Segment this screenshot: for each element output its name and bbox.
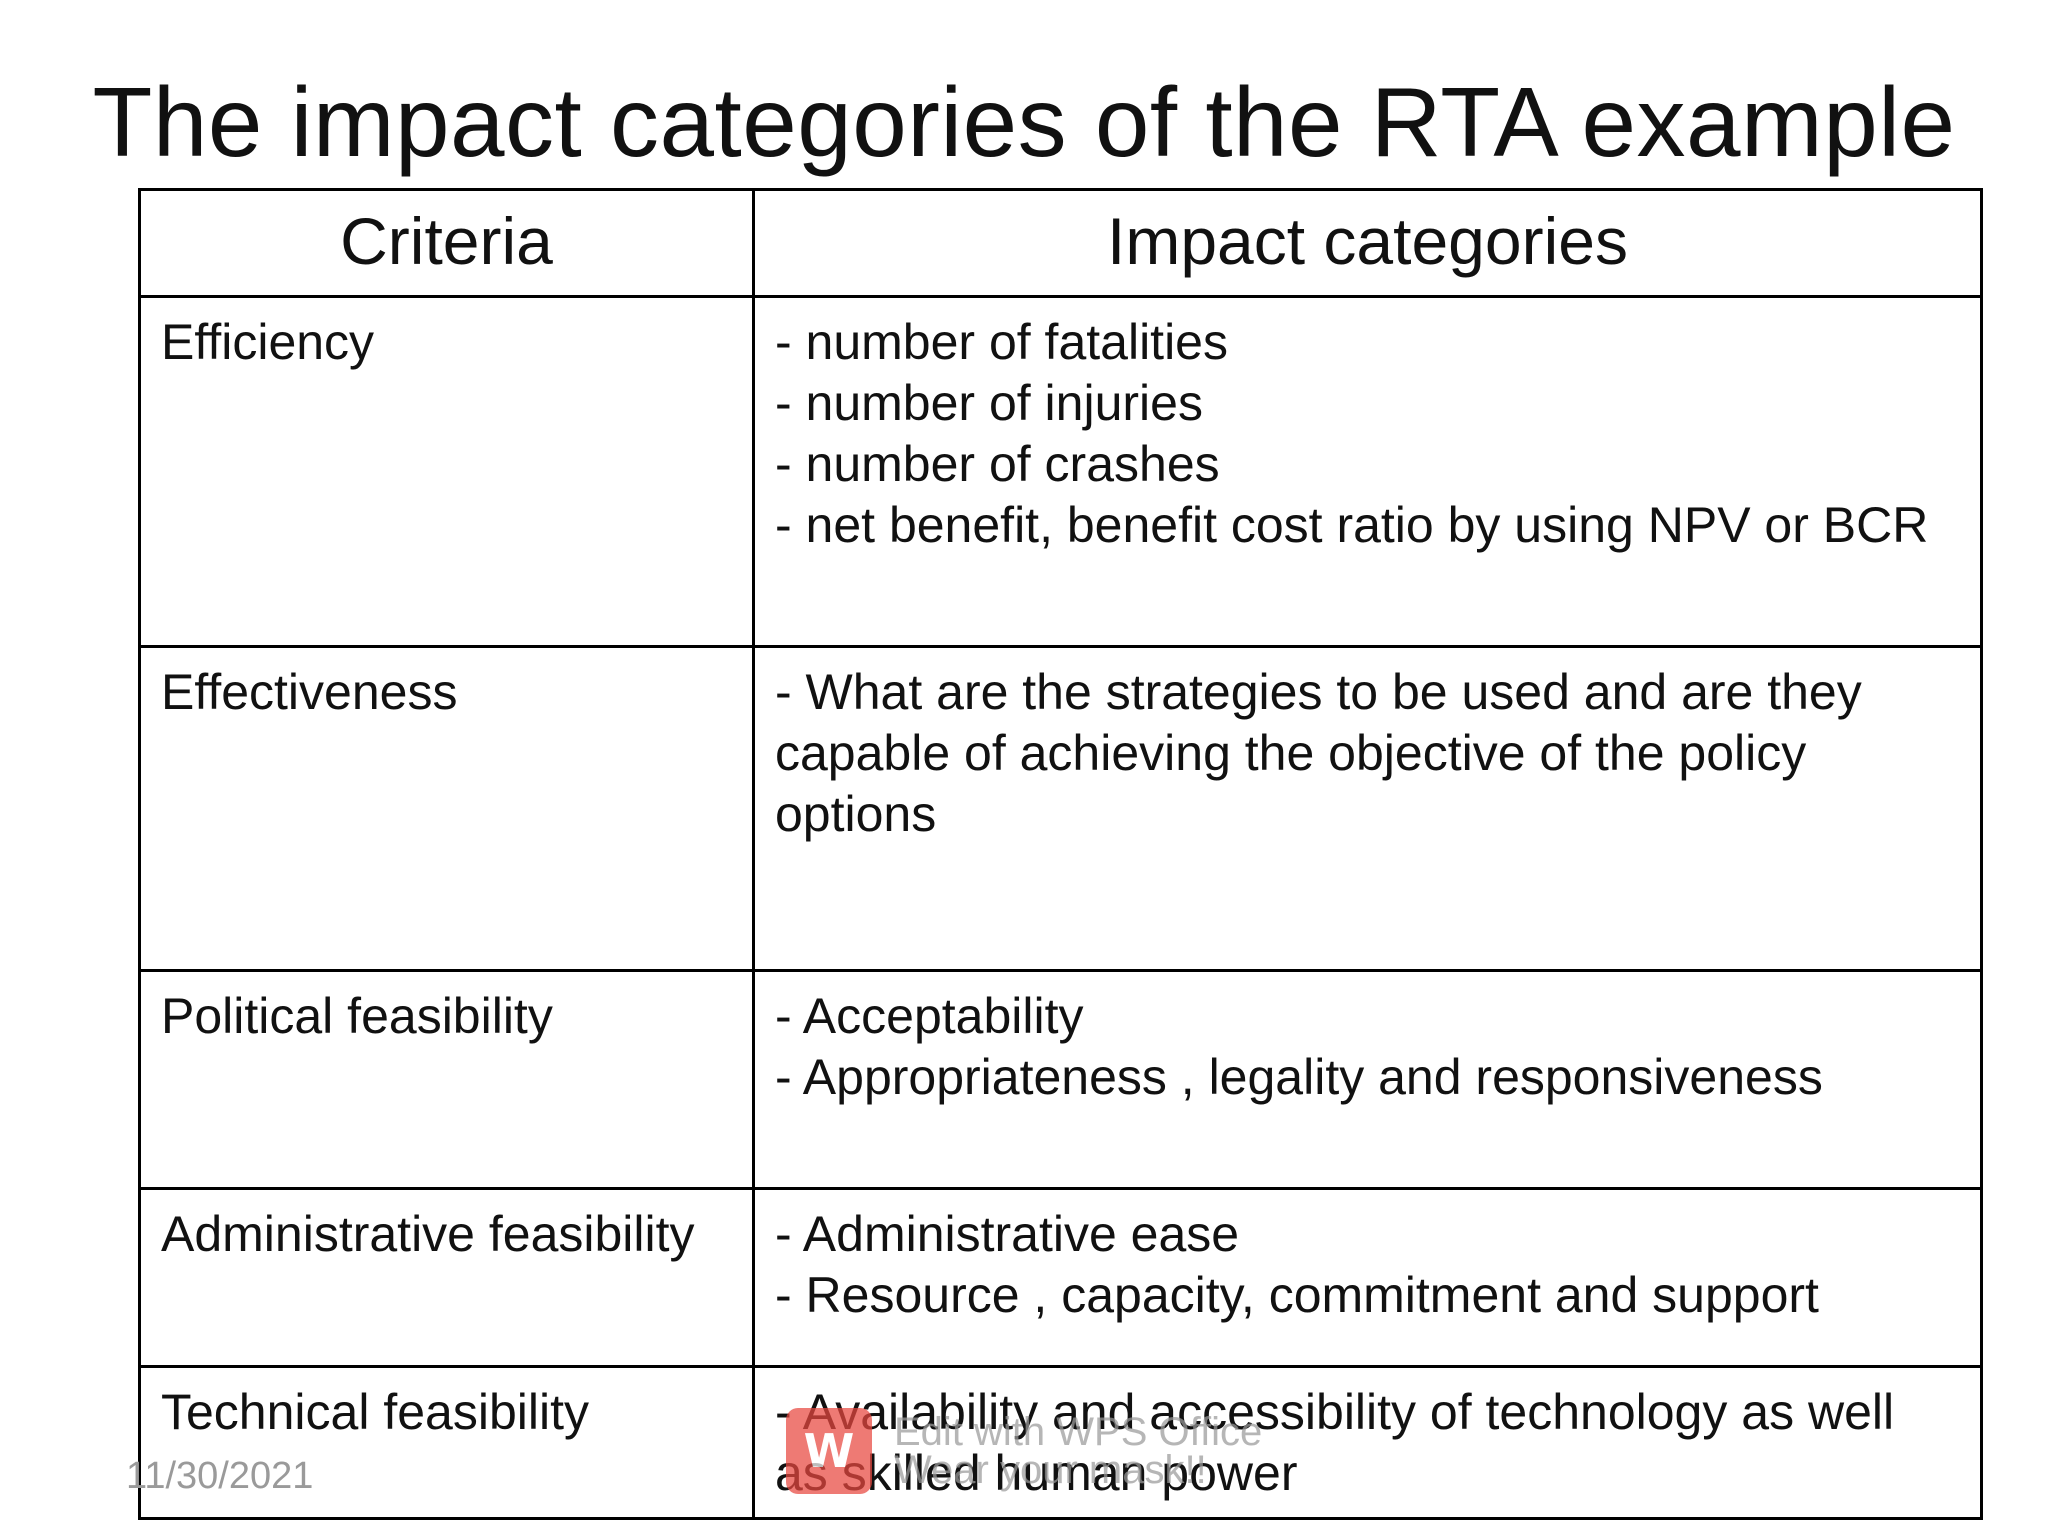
impact-categories-table: Criteria Impact categories Efficiency - … — [138, 188, 1983, 1520]
impact-cell: - Administrative ease - Resource , capac… — [752, 1187, 1983, 1368]
table-row-efficiency: Efficiency - number of fatalities - numb… — [138, 295, 1983, 648]
header-impact-categories: Impact categories — [752, 188, 1983, 298]
impact-cell: - Acceptability - Appropriateness , lega… — [752, 969, 1983, 1190]
impact-item: - What are the strategies to be used and… — [775, 664, 1862, 842]
watermark-text: Edit with WPS Office Wear your mask!! — [894, 1410, 1263, 1492]
impact-item: - Acceptability — [775, 988, 1084, 1044]
impact-item: - number of injuries — [775, 375, 1203, 431]
criteria-cell: Efficiency — [138, 295, 755, 648]
criteria-cell: Effectiveness — [138, 645, 755, 972]
impact-item: - Appropriateness , legality and respons… — [775, 1049, 1823, 1105]
slide-date: 11/30/2021 — [126, 1455, 314, 1497]
table-row-political-feasibility: Political feasibility - Acceptability - … — [138, 969, 1983, 1190]
impact-item: - number of fatalities — [775, 314, 1228, 370]
table-row-effectiveness: Effectiveness - What are the strategies … — [138, 645, 1983, 972]
table-header-row: Criteria Impact categories — [138, 188, 1983, 298]
table-row-administrative-feasibility: Administrative feasibility - Administrat… — [138, 1187, 1983, 1368]
criteria-cell: Political feasibility — [138, 969, 755, 1190]
impact-item: - Resource , capacity, commitment and su… — [775, 1267, 1819, 1323]
slide-title: The impact categories of the RTA example — [92, 67, 1956, 177]
impact-cell: - number of fatalities - number of injur… — [752, 295, 1983, 648]
header-criteria: Criteria — [138, 188, 755, 298]
wps-office-logo-icon: W — [786, 1408, 872, 1494]
impact-cell: - What are the strategies to be used and… — [752, 645, 1983, 972]
watermark-line-2: Wear your mask!! — [894, 1448, 1207, 1492]
impact-item: - Availability and accessibility of tech… — [775, 1384, 1895, 1501]
impact-cell: - Availability and accessibility of tech… — [752, 1365, 1983, 1520]
impact-item: - number of crashes — [775, 436, 1220, 492]
criteria-cell: Technical feasibility — [138, 1365, 755, 1520]
table-row-technical-feasibility: Technical feasibility - Availability and… — [138, 1365, 1983, 1520]
impact-item: - Administrative ease — [775, 1206, 1240, 1262]
watermark-line-1: Edit with WPS Office — [894, 1410, 1263, 1454]
wps-watermark: W Edit with WPS Office Wear your mask!! — [786, 1408, 1262, 1494]
impact-item: - net benefit, benefit cost ratio by usi… — [775, 497, 1929, 553]
criteria-cell: Administrative feasibility — [138, 1187, 755, 1368]
